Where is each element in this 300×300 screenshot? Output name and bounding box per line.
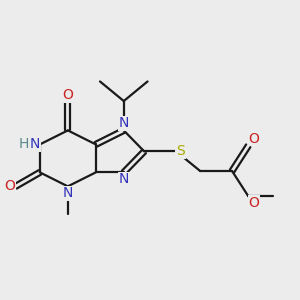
Text: H: H xyxy=(19,137,29,152)
Text: N: N xyxy=(63,186,73,200)
Text: O: O xyxy=(62,88,73,102)
Text: O: O xyxy=(4,179,16,194)
Text: N: N xyxy=(118,172,129,186)
Text: O: O xyxy=(248,132,259,146)
Text: S: S xyxy=(176,144,185,158)
Text: N: N xyxy=(29,137,40,152)
Text: H: H xyxy=(19,137,29,152)
Text: N: N xyxy=(118,116,129,130)
Text: O: O xyxy=(248,196,259,210)
